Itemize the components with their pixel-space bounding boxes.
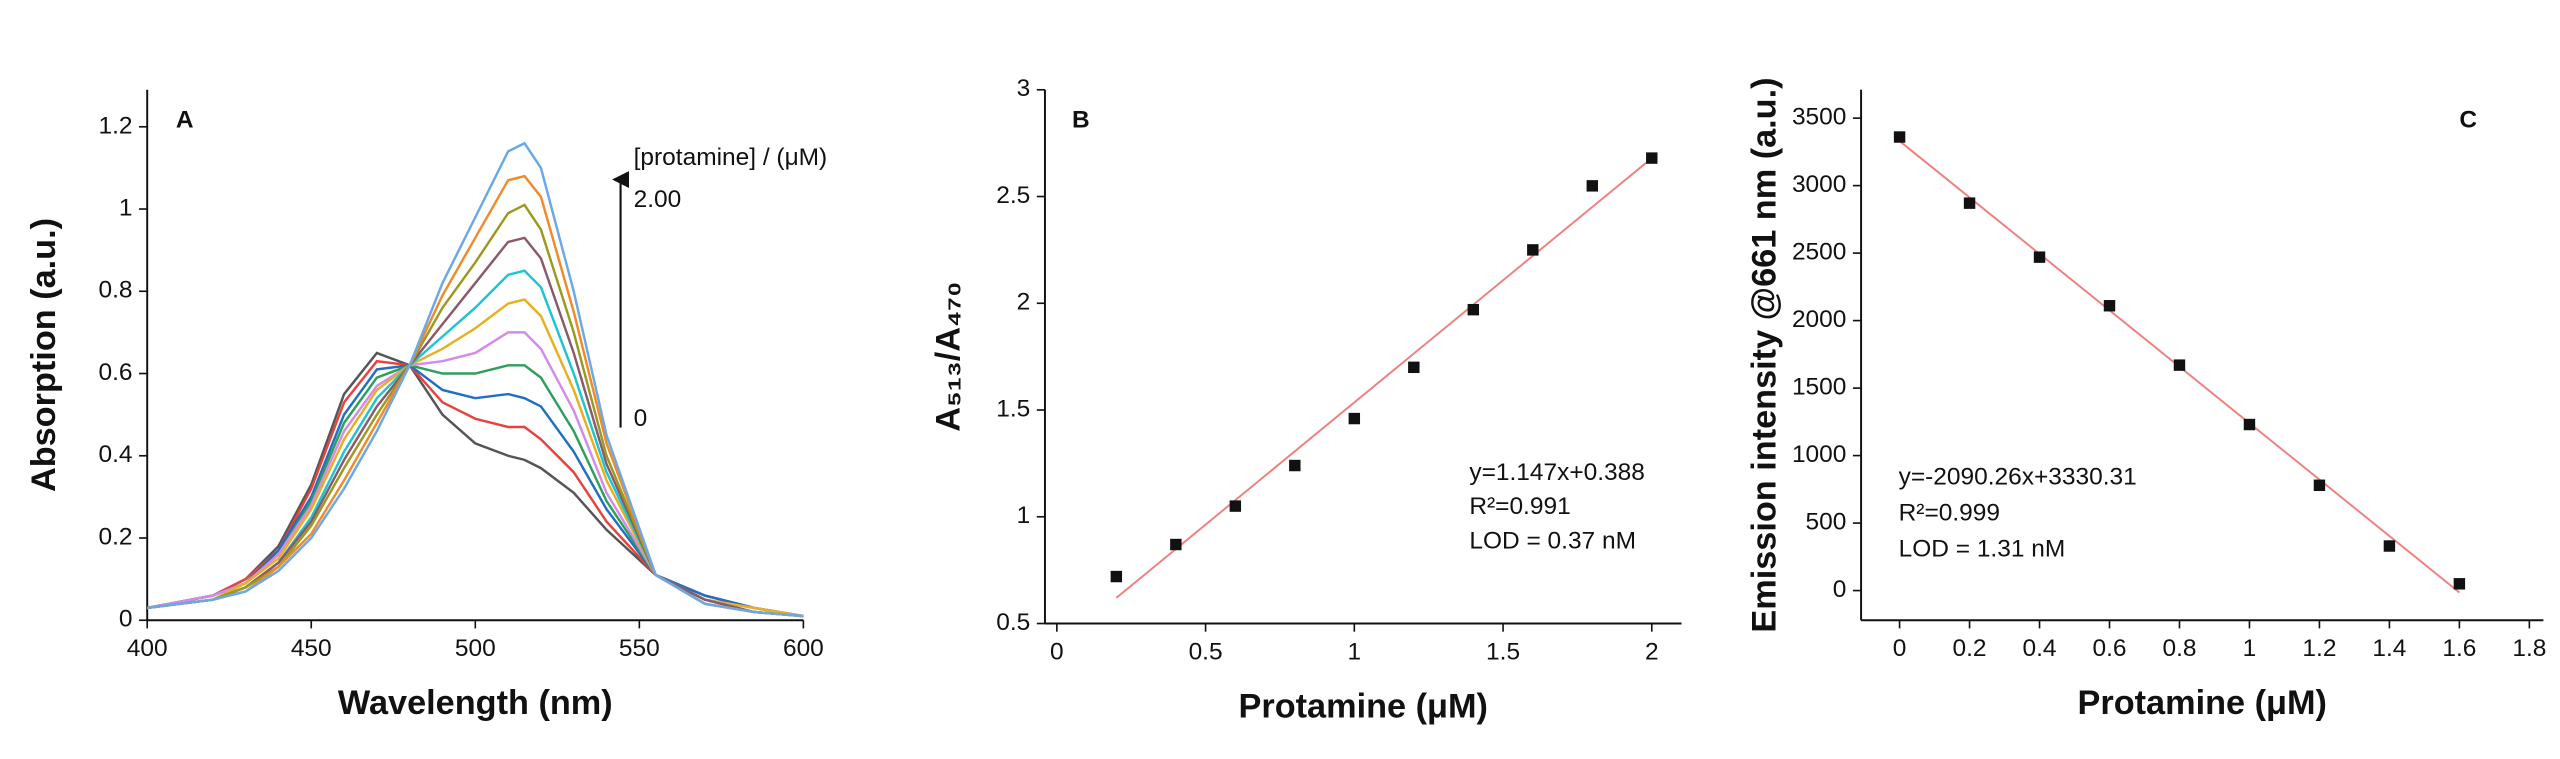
panel-label: A bbox=[176, 106, 194, 133]
fit-line bbox=[1115, 157, 1653, 599]
x-tick-label: 1.2 bbox=[2302, 635, 2336, 662]
x-axis-title: Protamine (μM) bbox=[1239, 687, 1488, 725]
y-tick-label: 2500 bbox=[1792, 239, 1846, 266]
spectrum-line bbox=[147, 141, 804, 618]
data-point bbox=[1229, 500, 1242, 512]
x-tick-label: 0.8 bbox=[2162, 635, 2196, 662]
x-tick-label: 1.5 bbox=[1486, 638, 1520, 665]
y-tick-label: 0.5 bbox=[996, 609, 1030, 636]
y-axis-title: Absorption (a.u.) bbox=[25, 218, 63, 492]
data-point bbox=[1893, 131, 1906, 143]
data-point bbox=[1289, 459, 1301, 472]
annotation: R²=0.999 bbox=[1899, 500, 2000, 527]
y-tick-label: 0.4 bbox=[99, 441, 133, 468]
x-tick-label: 500 bbox=[455, 635, 496, 662]
y-tick-label: 0.2 bbox=[99, 523, 133, 550]
data-point bbox=[2243, 418, 2256, 431]
data-point bbox=[2313, 479, 2326, 491]
x-tick-label: 400 bbox=[127, 635, 168, 662]
y-tick-label: 3500 bbox=[1792, 104, 1846, 131]
x-tick-label: 0.5 bbox=[1189, 638, 1223, 665]
y-tick-label: 500 bbox=[1806, 509, 1847, 536]
y-axis-title: A₅₁₃/A₄₇₀ bbox=[929, 282, 967, 432]
x-tick-label: 1.6 bbox=[2442, 635, 2476, 662]
spectrum-line bbox=[146, 359, 804, 618]
panel-label: C bbox=[2459, 106, 2477, 133]
annotation: R²=0.991 bbox=[1469, 493, 1570, 520]
x-tick-label: 0.4 bbox=[2023, 635, 2057, 662]
data-point bbox=[1586, 180, 1599, 192]
data-point bbox=[1963, 197, 1976, 209]
y-tick-label: 3000 bbox=[1792, 171, 1846, 198]
y-tick-label: 1 bbox=[119, 194, 133, 221]
x-tick-label: 450 bbox=[291, 635, 332, 662]
y-tick-label: 2.5 bbox=[996, 182, 1030, 209]
panel-label: B bbox=[1072, 106, 1090, 133]
y-tick-label: 3 bbox=[1017, 75, 1031, 102]
spectrum-line bbox=[147, 203, 804, 618]
spectrum-line bbox=[147, 298, 804, 618]
annotation: [protamine] / (μM) bbox=[634, 144, 828, 171]
data-point bbox=[2033, 251, 2046, 263]
data-point bbox=[1110, 570, 1123, 583]
spectrum-line bbox=[147, 174, 804, 618]
data-point bbox=[1348, 412, 1361, 425]
spectrum-line bbox=[147, 236, 804, 618]
x-tick-label: 1.8 bbox=[2512, 635, 2546, 662]
x-tick-label: 600 bbox=[783, 635, 824, 662]
y-tick-label: 2000 bbox=[1792, 306, 1846, 333]
annotation: 0 bbox=[634, 405, 648, 432]
data-point bbox=[1408, 361, 1420, 374]
x-tick-label: 2 bbox=[1645, 638, 1659, 665]
x-tick-label: 0 bbox=[1050, 638, 1064, 665]
x-tick-label: 1.4 bbox=[2372, 635, 2406, 662]
data-point bbox=[1527, 244, 1539, 256]
data-point bbox=[1170, 538, 1182, 551]
data-point bbox=[1646, 152, 1658, 164]
data-point bbox=[1467, 303, 1480, 316]
x-tick-label: 1 bbox=[1348, 638, 1362, 665]
data-point bbox=[2173, 359, 2186, 371]
x-tick-label: 1 bbox=[2243, 635, 2257, 662]
y-tick-label: 2 bbox=[1017, 289, 1031, 316]
annotation: LOD = 1.31 nM bbox=[1899, 536, 2066, 563]
annotation: 2.00 bbox=[634, 186, 682, 213]
x-tick-label: 0.2 bbox=[1953, 635, 1987, 662]
x-tick-label: 550 bbox=[619, 635, 660, 662]
y-axis-title: Emission intensity @661 nm (a.u.) bbox=[1745, 77, 1783, 632]
y-tick-label: 1500 bbox=[1792, 374, 1846, 401]
annotation: y=-2090.26x+3330.31 bbox=[1899, 464, 2137, 491]
data-point bbox=[2383, 540, 2396, 552]
x-axis-title: Protamine (μM) bbox=[2078, 684, 2327, 722]
y-tick-label: 1.2 bbox=[99, 112, 133, 139]
y-tick-label: 0 bbox=[119, 606, 133, 633]
x-axis-title: Wavelength (nm) bbox=[338, 684, 613, 722]
y-tick-label: 1000 bbox=[1792, 441, 1846, 468]
data-point bbox=[2103, 300, 2116, 312]
annotation: LOD = 0.37 nM bbox=[1469, 527, 1636, 554]
x-tick-label: 0 bbox=[1893, 635, 1907, 662]
spectrum-line bbox=[146, 331, 804, 618]
y-tick-label: 1.5 bbox=[996, 395, 1030, 422]
y-tick-label: 0.8 bbox=[99, 277, 133, 304]
x-tick-label: 0.6 bbox=[2092, 635, 2126, 662]
annotation: y=1.147x+0.388 bbox=[1469, 459, 1645, 486]
spectrum-line bbox=[146, 351, 804, 618]
y-tick-label: 0 bbox=[1833, 576, 1847, 603]
data-point bbox=[2453, 578, 2466, 590]
y-tick-label: 0.6 bbox=[99, 359, 133, 386]
y-tick-label: 1 bbox=[1017, 502, 1031, 529]
